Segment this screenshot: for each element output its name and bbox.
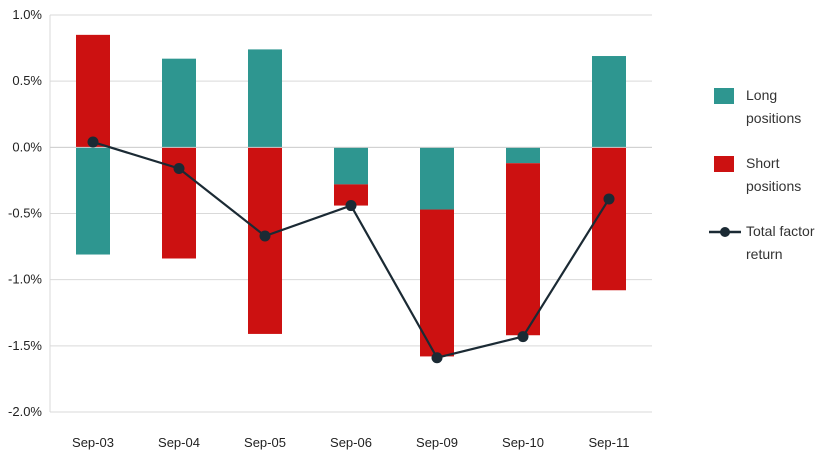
legend-label-short-line1: Short: [746, 155, 780, 171]
total-factor-point: [517, 331, 529, 343]
legend-label-total: Total factor return: [746, 220, 825, 266]
total-factor-point: [259, 230, 271, 242]
y-tick-label: 0.5%: [12, 73, 42, 88]
legend-item-total: Total factor return: [708, 218, 823, 286]
total-factor-point: [345, 200, 357, 212]
legend-label-total-line1: Total factor: [746, 223, 815, 239]
legend-label-total-line2: return: [746, 246, 783, 262]
bar-long: [76, 147, 110, 255]
x-tick-label: Sep-04: [158, 435, 200, 450]
x-tick-label: Sep-05: [244, 435, 286, 450]
bar-short: [420, 209, 454, 357]
y-tick-label: -0.5%: [8, 206, 42, 221]
bar-long: [248, 49, 282, 148]
total-factor-point: [431, 352, 443, 364]
bar-short: [334, 184, 368, 206]
bar-long: [334, 147, 368, 185]
x-tick-label: Sep-06: [330, 435, 372, 450]
x-tick-label: Sep-10: [502, 435, 544, 450]
total-factor-point: [603, 193, 615, 205]
legend-label-short: Short positions: [746, 152, 825, 198]
total-factor-point: [87, 136, 99, 148]
y-tick-label: -2.0%: [8, 404, 42, 419]
legend-label-long-line1: Long: [746, 87, 778, 103]
y-tick-label: -1.5%: [8, 338, 42, 353]
bar-short: [506, 163, 540, 336]
bar-short: [76, 34, 110, 148]
legend-label-short-line2: positions: [746, 178, 802, 194]
legend-item-long: Long positions: [708, 82, 823, 150]
legend-label-long: Long positions: [746, 84, 825, 130]
legend-swatch-short: [714, 156, 734, 172]
bar-long: [506, 147, 540, 164]
total-factor-point: [173, 163, 185, 175]
legend-label-long-line2: positions: [746, 110, 802, 126]
legend: Long positions Short positions Total fac…: [708, 82, 823, 286]
bar-long: [420, 147, 454, 210]
legend-swatch-long: [714, 88, 734, 104]
x-tick-label: Sep-09: [416, 435, 458, 450]
x-tick-label: Sep-11: [589, 435, 630, 450]
x-tick-label: Sep-03: [72, 435, 114, 450]
y-tick-label: 1.0%: [12, 7, 42, 22]
legend-item-short: Short positions: [708, 150, 823, 218]
bar-long: [162, 58, 196, 148]
y-tick-label: -1.0%: [8, 272, 42, 287]
y-tick-label: 0.0%: [12, 139, 42, 154]
legend-line-total: [709, 227, 741, 237]
bar-long: [592, 56, 626, 148]
